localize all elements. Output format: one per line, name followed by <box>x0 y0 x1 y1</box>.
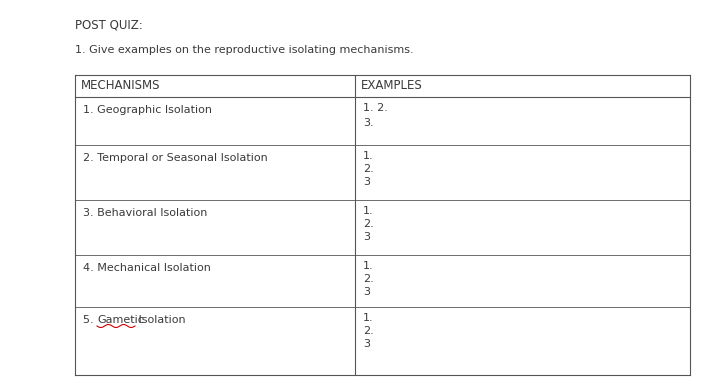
Text: 2. Temporal or Seasonal Isolation: 2. Temporal or Seasonal Isolation <box>83 153 267 163</box>
Text: 1.: 1. <box>363 261 374 271</box>
Text: 3: 3 <box>363 232 370 242</box>
Text: 2.: 2. <box>363 326 374 336</box>
Text: 1.: 1. <box>363 206 374 216</box>
Text: 3: 3 <box>363 339 370 349</box>
Text: 4. Mechanical Isolation: 4. Mechanical Isolation <box>83 263 211 273</box>
Text: 2.: 2. <box>363 164 374 174</box>
Text: POST QUIZ:: POST QUIZ: <box>75 18 143 31</box>
Text: 3: 3 <box>363 287 370 297</box>
Text: 2.: 2. <box>363 219 374 229</box>
Text: EXAMPLES: EXAMPLES <box>361 79 423 92</box>
Text: 1.: 1. <box>363 151 374 161</box>
Text: MECHANISMS: MECHANISMS <box>81 79 160 92</box>
Text: 1. Geographic Isolation: 1. Geographic Isolation <box>83 105 212 115</box>
Text: 1. 2.: 1. 2. <box>363 103 388 113</box>
Text: 1. Give examples on the reproductive isolating mechanisms.: 1. Give examples on the reproductive iso… <box>75 45 413 55</box>
Text: 2.: 2. <box>363 274 374 284</box>
Text: 3.: 3. <box>363 118 374 128</box>
Text: 1.: 1. <box>363 313 374 323</box>
Text: 3. Behavioral Isolation: 3. Behavioral Isolation <box>83 208 207 218</box>
Text: Isolation: Isolation <box>135 315 186 325</box>
Text: 5.: 5. <box>83 315 97 325</box>
Text: Gametic: Gametic <box>97 315 144 325</box>
Text: 3: 3 <box>363 177 370 187</box>
